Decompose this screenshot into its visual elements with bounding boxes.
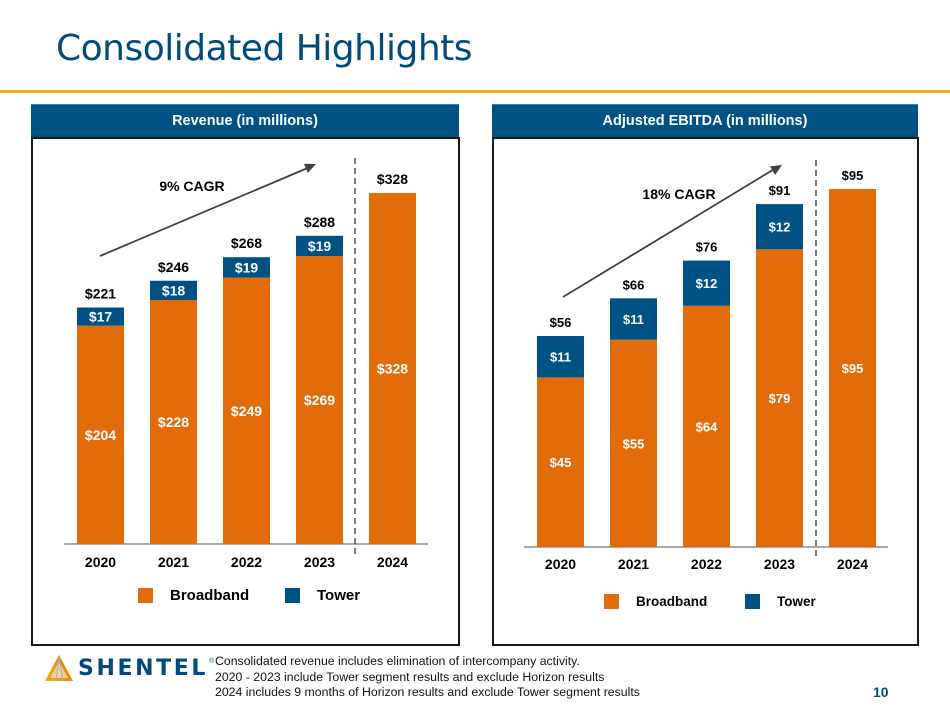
bar-tower-2020 — [537, 335, 584, 378]
page-title: Consolidated Highlights — [56, 28, 473, 69]
bar-tower-2021 — [610, 298, 657, 340]
data-label-broadband-2021: $55 — [623, 436, 645, 451]
bar-broadband-2020 — [77, 325, 124, 544]
x-tick-label-2022: 2022 — [691, 556, 722, 572]
data-label-total-2021: $66 — [623, 277, 645, 292]
cagr-annotation: 9% CAGR — [159, 178, 224, 194]
cagr-arrow-line — [99, 166, 311, 257]
bar-tower-2022 — [223, 257, 270, 278]
data-label-tower-2021: $18 — [162, 282, 186, 298]
legend-label-tower: Tower — [777, 594, 816, 609]
x-tick-label-2021: 2021 — [618, 556, 649, 572]
data-label-tower-2021: $11 — [623, 312, 644, 327]
data-label-total-2023: $288 — [304, 214, 335, 230]
data-label-total-2024: $95 — [842, 168, 864, 183]
data-label-total-2022: $268 — [231, 235, 262, 251]
data-label-total-2023: $91 — [769, 183, 791, 198]
bar-broadband-2022 — [223, 277, 270, 544]
shentel-triangle-icon — [45, 655, 73, 682]
x-tick-label-2023: 2023 — [764, 556, 795, 572]
data-label-broadband-2024: $328 — [377, 361, 408, 377]
ebitda-panel-header: Adjusted EBITDA (in millions) — [492, 104, 918, 137]
footnotes: Consolidated revenue includes eliminatio… — [215, 654, 640, 701]
bar-broadband-2022 — [683, 305, 730, 547]
cagr-arrow-line — [562, 167, 777, 298]
x-tick-label-2020: 2020 — [85, 554, 116, 570]
accent-divider — [0, 90, 950, 93]
x-tick-label-2023: 2023 — [304, 554, 335, 570]
x-tick-label-2022: 2022 — [231, 554, 262, 570]
data-label-broadband-2023: $269 — [304, 392, 335, 408]
legend-label-broadband: Broadband — [170, 587, 249, 604]
bar-tower-2020 — [77, 307, 124, 326]
shentel-logo: SHENTEL ® — [44, 651, 214, 685]
bar-tower-2023 — [756, 204, 803, 250]
bar-broadband-2020 — [537, 377, 584, 547]
data-label-broadband-2022: $64 — [696, 419, 718, 434]
revenue-panel-header: Revenue (in millions) — [31, 104, 459, 137]
legend-label-broadband: Broadband — [636, 594, 707, 609]
footnote-line: Consolidated revenue includes eliminatio… — [215, 654, 580, 668]
x-tick-label-2024: 2024 — [377, 554, 408, 570]
legend-swatch-tower — [285, 588, 300, 603]
data-label-tower-2022: $12 — [696, 276, 718, 291]
data-label-tower-2023: $19 — [308, 238, 332, 254]
cagr-arrow-head-icon — [303, 163, 316, 173]
bar-broadband-2023 — [756, 249, 803, 547]
data-label-tower-2023: $12 — [769, 220, 791, 235]
x-tick-label-2021: 2021 — [158, 554, 189, 570]
x-tick-label-2020: 2020 — [545, 556, 576, 572]
bar-broadband-2024 — [829, 189, 876, 547]
bar-broadband-2024 — [369, 193, 416, 544]
data-label-tower-2020: $17 — [89, 309, 113, 325]
bar-tower-2023 — [296, 235, 343, 257]
data-label-total-2024: $328 — [377, 171, 408, 187]
data-label-total-2020: $56 — [550, 315, 572, 330]
data-label-broadband-2021: $228 — [158, 414, 189, 430]
legend-label-tower: Tower — [317, 587, 360, 604]
bar-broadband-2023 — [296, 256, 343, 544]
data-label-broadband-2023: $79 — [769, 391, 791, 406]
legend-swatch-broadband — [604, 594, 619, 609]
x-tick-label-2024: 2024 — [837, 556, 868, 572]
data-label-tower-2022: $19 — [235, 259, 259, 275]
legend-swatch-tower — [745, 594, 760, 609]
data-label-broadband-2020: $204 — [85, 427, 116, 443]
logo-wordmark: SHENTEL — [78, 655, 208, 681]
cagr-arrow-head-icon — [769, 165, 782, 175]
data-label-total-2020: $221 — [85, 286, 116, 302]
data-label-tower-2020: $11 — [550, 350, 571, 365]
registered-mark: ® — [208, 657, 215, 665]
bar-tower-2022 — [683, 260, 730, 306]
bar-broadband-2021 — [610, 339, 657, 547]
data-label-broadband-2024: $95 — [842, 361, 864, 376]
legend-swatch-broadband — [138, 588, 153, 603]
bar-broadband-2021 — [150, 300, 197, 544]
data-label-total-2022: $76 — [696, 240, 718, 255]
data-label-broadband-2022: $249 — [231, 403, 262, 419]
page-number: 10 — [873, 684, 889, 700]
data-label-broadband-2020: $45 — [550, 455, 572, 470]
data-label-total-2021: $246 — [158, 259, 189, 275]
footnote-line: 2020 - 2023 include Tower segment result… — [215, 669, 605, 684]
cagr-annotation: 18% CAGR — [642, 186, 715, 202]
bar-tower-2021 — [150, 280, 197, 301]
footnote-line: 2024 includes 9 months of Horizon result… — [215, 685, 640, 699]
